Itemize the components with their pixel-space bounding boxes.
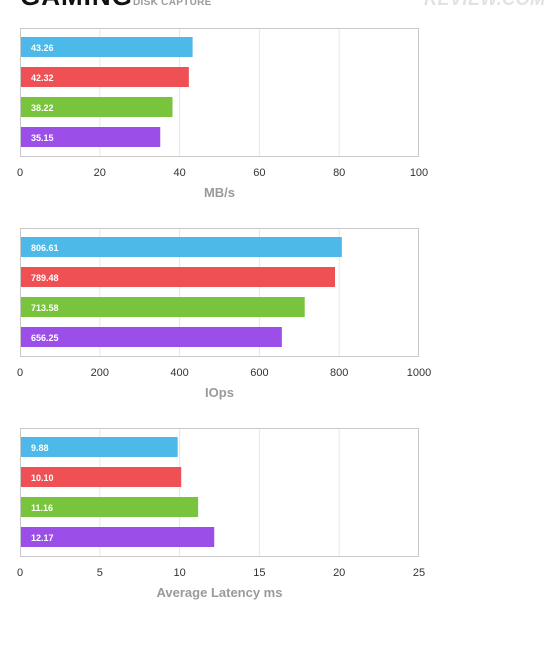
bar-value-label: 713.58 (31, 303, 59, 313)
x-tick-label: 800 (330, 367, 348, 379)
bar-value-label: 789.48 (31, 273, 59, 283)
bar-value-label: 806.61 (31, 243, 59, 253)
x-tick-label: 0 (17, 367, 23, 379)
x-tick-label: 15 (253, 567, 265, 579)
x-tick-label: 1000 (407, 367, 431, 379)
watermark-logo: REVIEW.COM (424, 0, 546, 8)
throughput-chart: 43.26 42.32 38.22 35.15 0 20 40 60 80 100 MB/s (17, 28, 428, 200)
x-tick-label: 5 (97, 567, 103, 579)
x-tick-label: 80 (333, 167, 345, 179)
x-tick-label: 20 (333, 567, 345, 579)
x-tick-label: 40 (173, 167, 185, 179)
bar (21, 37, 193, 57)
page-subtitle: DISK CAPTURE (133, 0, 212, 8)
bar (21, 127, 161, 147)
bar (21, 237, 342, 257)
bar (21, 67, 189, 87)
x-tick-label: 10 (173, 567, 185, 579)
x-tick-label: 400 (170, 367, 188, 379)
x-axis-label: Average Latency ms (157, 585, 283, 600)
bar-value-label: 42.32 (31, 73, 54, 83)
x-tick-label: 25 (413, 567, 425, 579)
page-title: GAMING (20, 0, 133, 9)
bar-value-label: 35.15 (31, 133, 54, 143)
bar-value-label: 11.16 (31, 503, 53, 513)
latency-chart: 9.88 10.10 11.16 12.17 0 5 10 15 20 25 Average Lat… (17, 428, 425, 600)
bar-value-label: 9.88 (31, 443, 49, 453)
bar (21, 267, 336, 287)
x-tick-label: 100 (410, 167, 428, 179)
bar (21, 497, 199, 517)
bar (21, 297, 305, 317)
x-axis-label: IOps (205, 385, 234, 400)
iops-chart: 806.61 789.48 713.58 656.25 0 200 400 600 800 100… (17, 228, 431, 400)
plot-frame (20, 28, 419, 157)
x-tick-label: 0 (17, 167, 23, 179)
bar (21, 467, 182, 487)
bar (21, 327, 282, 347)
bar (21, 437, 178, 457)
plot-frame (20, 428, 419, 557)
x-tick-label: 600 (250, 367, 268, 379)
x-tick-label: 200 (91, 367, 109, 379)
plot-frame (20, 228, 419, 357)
x-axis-label: MB/s (204, 185, 235, 200)
bar-value-label: 10.10 (31, 473, 54, 483)
x-tick-label: 0 (17, 567, 23, 579)
bar-value-label: 656.25 (31, 333, 59, 343)
bar (21, 97, 173, 117)
bar-value-label: 12.17 (31, 533, 54, 543)
bar-value-label: 38.22 (31, 103, 54, 113)
bar (21, 527, 215, 547)
bar-value-label: 43.26 (31, 43, 54, 53)
x-tick-label: 60 (253, 167, 265, 179)
x-tick-label: 20 (94, 167, 106, 179)
